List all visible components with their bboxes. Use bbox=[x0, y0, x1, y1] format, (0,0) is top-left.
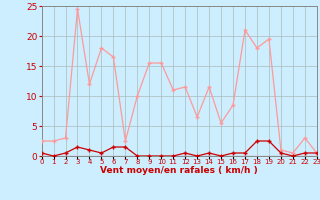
X-axis label: Vent moyen/en rafales ( km/h ): Vent moyen/en rafales ( km/h ) bbox=[100, 166, 258, 175]
